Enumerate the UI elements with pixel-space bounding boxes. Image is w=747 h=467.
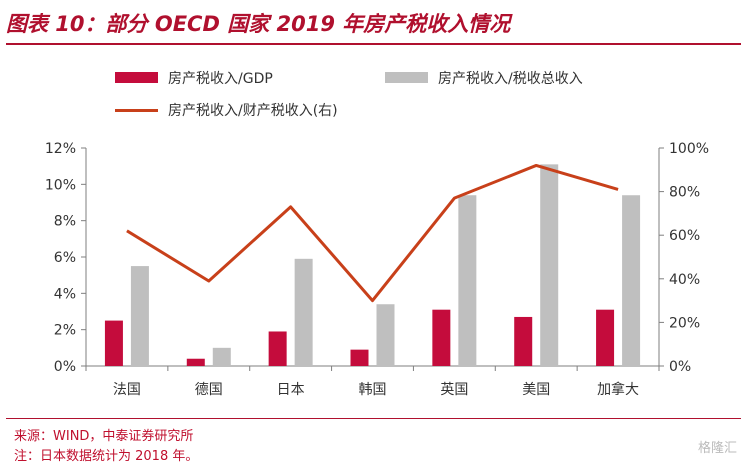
- y-right-tick-label: 80%: [669, 185, 700, 201]
- bar-tax: [294, 258, 313, 366]
- y-right-tick-label: 20%: [669, 315, 700, 331]
- watermark-logo: 格隆汇: [697, 441, 737, 456]
- title-divider: [6, 43, 741, 45]
- legend-label-gdp: 房产税收入/GDP: [168, 71, 273, 87]
- y-left-tick-label: 4%: [54, 286, 76, 302]
- x-tick-label: 加拿大: [597, 381, 639, 398]
- y-right-tick-label: 0%: [669, 359, 691, 375]
- bar-gdp: [514, 316, 533, 366]
- bar-tax: [376, 304, 395, 366]
- legend-label-tax: 房产税收入/税收总收入: [438, 71, 583, 87]
- y-left-tick-label: 6%: [54, 250, 76, 266]
- bar-gdp: [104, 320, 123, 366]
- bar-tax: [212, 347, 231, 366]
- y-right-tick-label: 60%: [669, 228, 700, 244]
- y-left-tick-label: 10%: [45, 177, 76, 193]
- x-tick-label: 英国: [440, 381, 468, 398]
- x-tick-label: 法国: [113, 382, 141, 398]
- bar-tax: [130, 266, 149, 366]
- legend-swatch-tax: [385, 72, 428, 83]
- footer-divider: [6, 418, 741, 419]
- bar-gdp: [596, 309, 615, 366]
- source-note: 来源：WIND，中泰证券研究所: [14, 429, 194, 444]
- legend-swatch-fiscal: [115, 109, 158, 112]
- bar-gdp: [432, 309, 451, 366]
- y-right-tick-label: 100%: [669, 141, 709, 157]
- y-left-tick-label: 0%: [54, 359, 76, 375]
- x-tick-label: 美国: [522, 382, 550, 398]
- bar-tax: [458, 195, 477, 366]
- x-tick-label: 日本: [277, 382, 305, 398]
- bar-gdp: [186, 358, 205, 366]
- bar-gdp: [268, 331, 287, 366]
- bar-tax: [540, 164, 559, 366]
- footnote: 注：日本数据统计为 2018 年。: [14, 449, 199, 464]
- y-left-tick-label: 2%: [54, 323, 76, 339]
- y-left-tick-label: 8%: [54, 214, 76, 230]
- chart-title: 图表 10：部分 OECD 国家 2019 年房产税收入情况: [6, 12, 511, 36]
- y-right-tick-label: 40%: [669, 272, 700, 288]
- bar-tax: [622, 195, 641, 366]
- y-left-tick-label: 12%: [45, 141, 76, 157]
- x-tick-label: 德国: [195, 382, 223, 398]
- bar-gdp: [350, 349, 369, 366]
- legend-label-fiscal: 房产税收入/财产税收入(右): [168, 103, 338, 119]
- legend-swatch-gdp: [115, 72, 158, 83]
- x-tick-label: 韩国: [359, 382, 387, 398]
